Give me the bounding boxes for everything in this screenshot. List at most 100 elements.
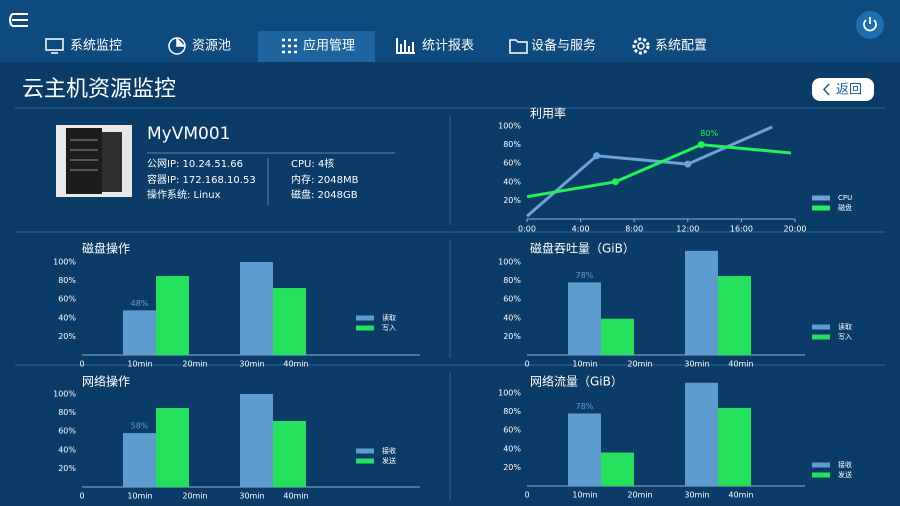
y-tick-label: 20%	[58, 464, 76, 473]
y-tick-label: 40%	[503, 444, 521, 453]
line-series	[526, 125, 773, 218]
legend-swatch	[812, 334, 830, 340]
y-tick-label: 80%	[503, 276, 521, 285]
y-tick-label: 20%	[503, 332, 521, 341]
x-tick-label: 20min	[182, 492, 207, 501]
y-tick-label: 80%	[503, 407, 521, 416]
y-tick-label: 60%	[58, 427, 76, 436]
x-tick-label: 0	[524, 491, 529, 500]
active-tab	[258, 31, 375, 62]
y-tick-label: 40%	[58, 313, 76, 322]
nav-icons	[45, 37, 650, 55]
bar	[601, 318, 634, 355]
bar	[156, 407, 189, 487]
legend-swatch	[812, 324, 830, 330]
value-label: 80%	[700, 129, 718, 138]
bar	[718, 407, 751, 486]
page-title: 云主机资源监控	[22, 77, 176, 102]
bar	[718, 275, 751, 355]
chart-title: 磁盘吞吐量（GiB）	[530, 241, 635, 256]
back-icon	[822, 83, 830, 96]
legend-swatch	[356, 458, 374, 464]
line-series	[526, 143, 792, 199]
y-tick-label: 60%	[503, 426, 521, 435]
line-point	[593, 152, 601, 160]
nav-item[interactable]: 设备与服务	[531, 38, 596, 54]
legend-swatch	[812, 195, 830, 201]
bar	[685, 382, 718, 486]
bar	[156, 275, 189, 355]
chart-title: 磁盘操作	[82, 241, 130, 256]
x-tick-label: 30min	[684, 360, 709, 369]
power-icon	[863, 17, 877, 32]
bar	[240, 262, 273, 355]
logo	[9, 13, 28, 27]
x-tick-label: 20:00	[783, 225, 806, 234]
y-tick-label: 20%	[58, 332, 76, 341]
vm-info: 容器IP: 172.168.10.53	[147, 173, 256, 186]
x-tick-label: 20min	[627, 491, 652, 500]
x-tick-label: 10min	[127, 492, 152, 501]
vm-info: 内存: 2048MB	[291, 173, 359, 186]
bar	[123, 433, 156, 487]
y-tick-label: 20%	[503, 463, 521, 472]
y-tick-label: 80%	[58, 408, 76, 417]
power-button[interactable]	[856, 11, 884, 39]
value-label: 48%	[131, 299, 149, 308]
y-tick-label: 20%	[503, 196, 521, 205]
legend-label: 接收	[838, 460, 852, 469]
nav-item[interactable]: 系统监控	[70, 39, 122, 54]
x-tick-label: 30min	[239, 360, 264, 369]
value-label: 78%	[576, 402, 594, 411]
nav-item[interactable]: 统计报表	[422, 39, 474, 54]
bar	[568, 413, 601, 486]
x-tick-label: 10min	[127, 360, 152, 369]
y-tick-label: 100%	[53, 258, 76, 267]
bar	[601, 452, 634, 486]
line-point	[684, 160, 692, 168]
x-tick-label: 20min	[182, 360, 207, 369]
y-tick-label: 100%	[498, 389, 521, 398]
nav-item[interactable]: 应用管理	[303, 38, 355, 54]
y-tick-label: 60%	[503, 295, 521, 304]
x-tick-label: 0:00	[518, 225, 536, 234]
x-tick-label: 40min	[728, 491, 753, 500]
legend-swatch	[356, 315, 374, 321]
legend-swatch	[812, 462, 830, 468]
x-tick-label: 12:00	[676, 225, 699, 234]
back-button[interactable]	[812, 78, 874, 101]
line-point	[697, 141, 705, 149]
vm-info: 磁盘: 2048GB	[291, 188, 358, 201]
legend-swatch	[356, 448, 374, 454]
y-tick-label: 60%	[503, 159, 521, 168]
x-tick-label: 40min	[283, 492, 308, 501]
legend-label: 读取	[382, 313, 396, 322]
bar	[685, 250, 718, 355]
y-tick-label: 60%	[58, 295, 76, 304]
x-tick-label: 10min	[572, 491, 597, 500]
bar	[273, 420, 306, 487]
y-tick-label: 40%	[503, 313, 521, 322]
nav-item[interactable]: 系统配置	[655, 39, 707, 54]
legend-swatch	[356, 325, 374, 331]
x-tick-label: 16:00	[730, 225, 753, 234]
nav-item[interactable]: 资源池	[192, 39, 231, 54]
legend-label: 读取	[838, 322, 852, 331]
x-tick-label: 0	[79, 492, 84, 501]
back-label: 返回	[836, 83, 862, 98]
legend-swatch	[812, 472, 830, 478]
value-label: 58%	[131, 422, 149, 431]
x-tick-label: 30min	[239, 492, 264, 501]
server-image	[56, 125, 132, 197]
vm-name: MyVM001	[147, 124, 230, 144]
legend-label: CPU	[838, 194, 852, 202]
chart-title: 网络流量（GiB）	[530, 374, 623, 389]
line-point	[611, 178, 619, 186]
x-tick-label: 0	[79, 360, 84, 369]
legend-label: 磁盘	[838, 203, 852, 212]
x-tick-label: 10min	[572, 360, 597, 369]
vm-info: 操作系统: Linux	[147, 188, 221, 201]
x-tick-label: 0	[524, 360, 529, 369]
bar	[568, 282, 601, 355]
